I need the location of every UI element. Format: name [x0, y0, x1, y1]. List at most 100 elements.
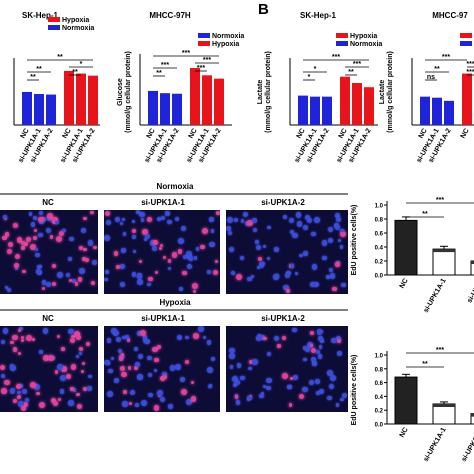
cell-nucleus — [106, 338, 112, 343]
cell-nucleus — [310, 282, 316, 288]
cell-nucleus — [132, 250, 137, 254]
cell-nucleus — [178, 286, 184, 291]
cell-nucleus — [210, 229, 215, 233]
bar-normoxia-0 — [148, 90, 158, 125]
cell-nucleus — [81, 361, 86, 366]
cell-nucleus — [120, 366, 126, 372]
chart-edu-normoxia: EdU positive cells(%) 0.0 0.2 0.4 0.6 0.8 1.0 N… — [351, 197, 474, 314]
cell-nucleus — [247, 276, 253, 282]
cell-nucleus — [68, 278, 73, 282]
cell-nucleus — [283, 215, 287, 220]
cell-nucleus — [149, 240, 156, 246]
chart-title: MHCC-97 — [432, 11, 468, 20]
cell-nucleus — [263, 336, 267, 341]
cell-nucleus — [304, 214, 310, 220]
cell-nucleus — [42, 327, 49, 334]
cell-nucleus — [59, 375, 66, 382]
significance-label: ** — [348, 69, 354, 76]
cell-nucleus — [242, 212, 248, 217]
bar-normoxia-0 — [298, 95, 308, 125]
cell-nucleus — [51, 263, 56, 268]
cell-nucleus — [12, 398, 17, 404]
x-tick-label: NC — [296, 128, 307, 140]
significance-label: *** — [466, 69, 474, 76]
y-axis-label: EdU positive cells(%) — [351, 355, 358, 426]
cell-nucleus — [234, 395, 239, 399]
cell-nucleus — [7, 287, 12, 292]
legend-swatch — [336, 41, 348, 46]
cell-nucleus — [157, 217, 161, 222]
cell-nucleus — [229, 365, 234, 369]
cell-nucleus — [308, 379, 315, 386]
cell-nucleus — [129, 389, 135, 395]
cell-nucleus — [134, 362, 140, 368]
cell-nucleus — [19, 326, 24, 331]
cell-nucleus — [138, 353, 144, 359]
cell-nucleus — [78, 245, 83, 251]
bar-2 — [470, 260, 474, 276]
cell-nucleus — [78, 351, 82, 355]
cell-nucleus — [251, 358, 258, 365]
legend-swatch — [198, 41, 210, 46]
cell-nucleus — [47, 212, 54, 219]
cell-nucleus — [62, 228, 66, 233]
cell-nucleus — [26, 237, 31, 242]
cell-nucleus — [20, 241, 26, 246]
micrograph-nc-hypoxia — [0, 326, 98, 412]
cell-nucleus — [38, 216, 44, 223]
bar-hypoxia-4 — [76, 73, 86, 125]
cell-nucleus — [107, 368, 113, 374]
cell-nucleus — [49, 235, 54, 239]
cell-nucleus — [337, 238, 342, 243]
significance-label: ** — [57, 54, 63, 61]
micro-label-nc-normoxia: NC — [42, 198, 54, 207]
cell-nucleus — [286, 385, 291, 390]
cell-nucleus — [259, 334, 266, 341]
cell-nucleus — [335, 262, 340, 267]
cell-nucleus — [79, 268, 86, 275]
bar-hypoxia-5 — [88, 75, 98, 125]
cell-nucleus — [57, 271, 63, 278]
cell-nucleus — [29, 244, 36, 251]
cell-nucleus — [340, 397, 344, 402]
cell-nucleus — [326, 275, 330, 279]
cell-nucleus — [192, 290, 196, 294]
cell-nucleus — [23, 241, 28, 247]
cell-nucleus — [45, 228, 51, 234]
cell-nucleus — [319, 339, 324, 343]
cell-nucleus — [41, 280, 46, 285]
cell-nucleus — [263, 384, 267, 388]
cell-nucleus — [248, 367, 252, 371]
cell-nucleus — [143, 238, 147, 242]
cell-nucleus — [329, 273, 336, 279]
chart-sk-hep1-lactate: SK-Hep-1 Lactate(mmol/g cellular protein)… — [257, 11, 382, 164]
bar-normoxia-2 — [172, 93, 182, 125]
cell-nucleus — [104, 277, 108, 282]
cell-nucleus — [21, 246, 25, 250]
cell-nucleus — [50, 397, 56, 403]
y-axis-label: Lactate(mmol/g cellular protein) — [379, 51, 394, 133]
cell-nucleus — [1, 373, 6, 378]
micrograph-si1-hypoxia — [104, 326, 220, 412]
cell-nucleus — [12, 222, 19, 229]
x-tick-label: si-UPK1A-1 — [423, 426, 448, 463]
x-tick-label: NC — [62, 128, 73, 140]
bar-normoxia-0 — [22, 91, 32, 125]
cell-nucleus — [155, 271, 159, 275]
cell-nucleus — [198, 326, 204, 333]
cell-nucleus — [262, 244, 267, 249]
cell-nucleus — [342, 393, 347, 399]
cell-nucleus — [273, 335, 280, 342]
cell-nucleus — [266, 385, 271, 391]
cell-nucleus — [259, 393, 264, 398]
cell-nucleus — [318, 388, 324, 394]
cell-nucleus — [215, 211, 220, 215]
cell-nucleus — [165, 211, 170, 216]
cell-nucleus — [147, 282, 152, 287]
cell-nucleus — [152, 347, 158, 353]
significance-label: *** — [197, 65, 205, 72]
y-tick-label: 0.2 — [375, 260, 384, 266]
cell-nucleus — [30, 222, 36, 227]
bar-hypoxia-3 — [64, 70, 74, 125]
bar-top-1 — [433, 249, 455, 253]
